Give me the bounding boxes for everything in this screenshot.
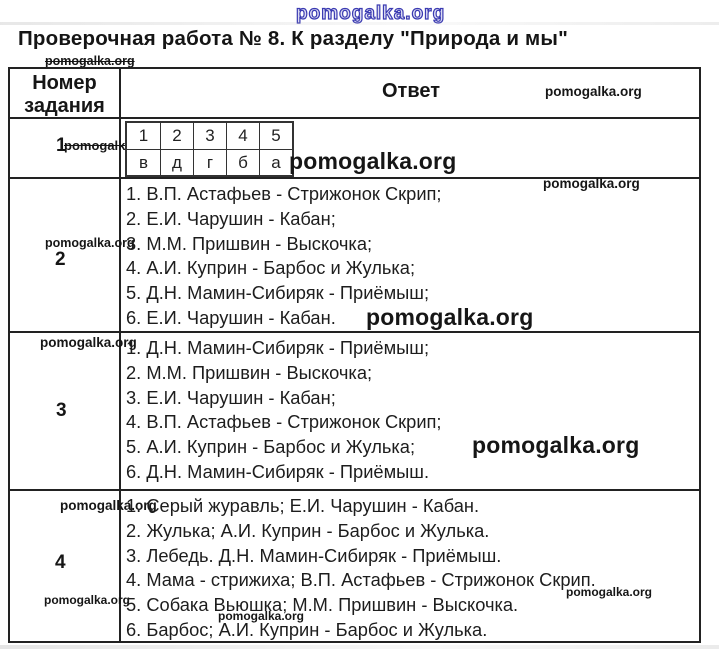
answer-line: 6. Д.Н. Мамин-Сибиряк - Приёмыш. (126, 460, 430, 482)
scan-artifact-top (0, 22, 719, 25)
watermark: pomogalka.org (40, 335, 137, 350)
answer-line: 2. М.М. Пришвин - Выскочка; (126, 361, 373, 383)
grid-answer-cell: д (160, 149, 193, 175)
watermark: pomogalka.org (366, 304, 534, 331)
answer-line: 6. Е.И. Чарушин - Кабан. (126, 306, 336, 328)
answer-list-task2: 1. В.П. Астафьев - Стрижонок Скрип; 2. Е… (126, 182, 702, 331)
answer-line: 5. Д.Н. Мамин-Сибиряк - Приёмыш; (126, 282, 430, 304)
answers-table: Номер задания Ответ (8, 67, 701, 643)
answer-line: 4. Мама - стрижиха; В.П. Астафьев - Стри… (126, 569, 596, 591)
watermark: pomogalka.org (218, 609, 305, 623)
grid-header-cell: 2 (160, 123, 193, 149)
grid-header-cell: 4 (226, 123, 259, 149)
header-answer: Ответ (381, 80, 441, 102)
answer-line: 1. Серый журавль; Е.И. Чарушин - Кабан. (126, 495, 480, 516)
answer-line: 1. Д.Н. Мамин-Сибиряк - Приёмыш; (126, 337, 430, 358)
answer-line: 2. Е.И. Чарушин - Кабан; (126, 207, 336, 229)
task-number-2: 2 (55, 249, 66, 270)
answer-line: 3. Лебедь. Д.Н. Мамин-Сибиряк - Приёмыш. (126, 544, 502, 566)
row-divider (10, 177, 699, 179)
answer-line: 4. В.П. Астафьев - Стрижонок Скрип; (126, 411, 442, 433)
watermark: pomogalka.org (289, 148, 457, 174)
header-task-number-line2: задания (24, 95, 105, 117)
row-divider (10, 117, 699, 119)
answer-line: 3. М.М. Пришвин - Выскочка; (126, 232, 373, 254)
answer-line: 5. Собака Вьюшка; М.М. Пришвин - Выскочк… (126, 594, 519, 616)
answer-line: 2. Жулька; А.И. Куприн - Барбос и Жулька… (126, 519, 490, 541)
site-watermark-top: pomogalka.org (295, 2, 446, 24)
watermark: pomogalka.org (566, 585, 653, 599)
watermark: pomogalka.org (45, 236, 135, 250)
answer-line: 1. В.П. Астафьев - Стрижонок Скрип; (126, 183, 442, 204)
answer-list-task4: 1. Серый журавль; Е.И. Чарушин - Кабан. … (126, 494, 702, 643)
answer-line: 5. А.И. Куприн - Барбос и Жулька; (126, 436, 416, 458)
grid-answer-cell: г (193, 149, 226, 175)
answer-list-task3: 1. Д.Н. Мамин-Сибиряк - Приёмыш; 2. М.М.… (126, 336, 702, 485)
task-number-3: 3 (56, 400, 67, 421)
watermark: pomogalka.org (60, 498, 157, 513)
task-number-1: 1 (56, 135, 67, 156)
watermark: pomogalka.org (44, 593, 131, 607)
answer-line: 6. Барбос; А.И. Куприн - Барбос и Жулька… (126, 618, 488, 640)
watermark: pomogalka.org (45, 54, 135, 68)
answer-line: 4. А.И. Куприн - Барбос и Жулька; (126, 257, 416, 279)
header-task-number: Номер задания (10, 72, 119, 118)
grid-header-cell: 5 (259, 123, 292, 149)
page-title: Проверочная работа № 8. К разделу "Приро… (18, 27, 569, 50)
task-number-4: 4 (55, 552, 66, 573)
header-task-number-line1: Номер (32, 72, 97, 94)
grid-header-cell: 3 (193, 123, 226, 149)
watermark: pomogalka.org (545, 84, 642, 99)
grid-answer-cell: б (226, 149, 259, 175)
grid-answer-cell: в (127, 149, 160, 175)
watermark: pomogalka.org (472, 432, 640, 458)
answer-line: 3. Е.И. Чарушин - Кабан; (126, 386, 336, 408)
grid-answer-cell: а (259, 149, 292, 175)
watermark: pomogalka.org (543, 176, 640, 191)
scan-artifact-bottom (0, 645, 719, 649)
answer-grid-task1: 1 2 3 4 5 в д г б а (125, 121, 294, 177)
row-divider (10, 489, 699, 491)
row-divider (10, 331, 699, 333)
grid-header-cell: 1 (138, 126, 149, 145)
column-divider (119, 69, 121, 641)
